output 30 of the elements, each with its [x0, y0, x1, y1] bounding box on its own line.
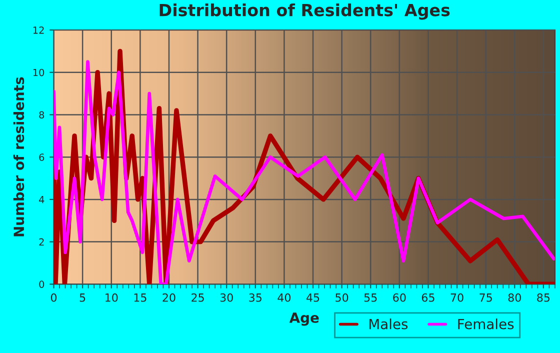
x-tick-label: 80 [508, 293, 521, 302]
x-tick-label: 5 [80, 294, 86, 302]
x-tick-label: 0 [50, 293, 57, 302]
x-tick-label: 20 [162, 293, 176, 302]
x-tick-label: 35 [249, 293, 262, 302]
x-tick-label: 15 [134, 294, 146, 302]
x-tick-label: 55 [364, 294, 377, 302]
y-tick-label: 8 [39, 111, 44, 119]
y-tick-label: 2 [39, 238, 44, 246]
x-tick-label: 25 [192, 293, 204, 302]
x-tick-label: 50 [336, 293, 348, 302]
chart-title: Distribution of Residents' Ages [160, 3, 450, 20]
x-tick-label: 75 [480, 294, 492, 302]
x-tick-label: 70 [450, 293, 464, 302]
x-tick-label: 85 [537, 293, 550, 302]
legend-label: Females [458, 318, 514, 330]
y-tick-label: 6 [39, 154, 44, 161]
y-axis-title: Number of residents [13, 77, 24, 236]
x-tick-label: 40 [278, 293, 291, 302]
x-tick-label: 65 [422, 293, 434, 302]
y-tick-label: 12 [33, 26, 44, 34]
x-tick-label: 30 [220, 293, 233, 302]
x-tick-label: 10 [106, 293, 118, 302]
x-tick-label: 45 [306, 294, 320, 302]
legend-label: Males [369, 318, 408, 330]
x-axis-title: Age [289, 312, 319, 326]
y-tick-label: 0 [39, 280, 44, 288]
y-tick-label: 4 [39, 196, 44, 204]
y-tick-label: 10 [33, 68, 44, 76]
x-tick-label: 60 [393, 293, 406, 302]
